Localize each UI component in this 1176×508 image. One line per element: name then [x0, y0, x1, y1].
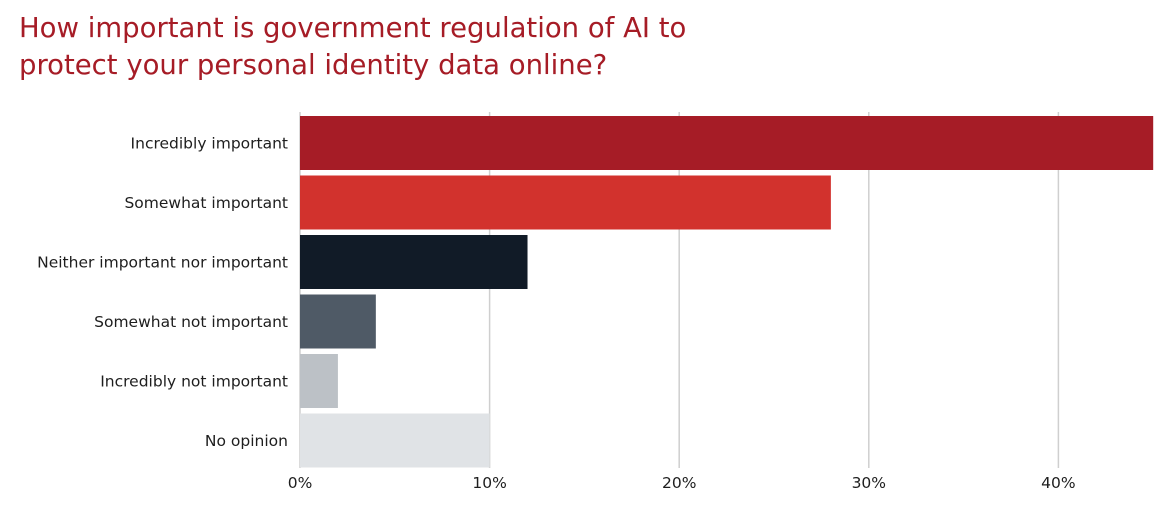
- category-label-4: Incredibly not important: [100, 373, 288, 391]
- bar-0: [300, 116, 1154, 170]
- x-tick-label-0: 0%: [288, 474, 313, 492]
- category-label-3: Somewhat not important: [94, 313, 288, 331]
- bar-4: [300, 354, 338, 408]
- bars: [300, 116, 1154, 468]
- x-tick-label-40: 40%: [1041, 474, 1075, 492]
- x-tick-label-30: 30%: [852, 474, 886, 492]
- chart-title: How important is government regulation o…: [19, 10, 1119, 84]
- category-label-2: Neither important nor important: [37, 254, 288, 272]
- bar-2: [300, 235, 528, 289]
- bar-5: [300, 413, 490, 468]
- gridlines: [299, 112, 1060, 468]
- chart-title-line-2: protect your personal identity data onli…: [19, 49, 608, 81]
- category-label-5: No opinion: [205, 432, 288, 450]
- x-tick-label-10: 10%: [472, 474, 506, 492]
- category-label-0: Incredibly important: [131, 135, 288, 153]
- category-labels: Incredibly important Somewhat important Ne…: [37, 135, 288, 451]
- bar-1: [300, 175, 831, 230]
- bar-3: [300, 294, 376, 349]
- category-label-1: Somewhat important: [124, 194, 288, 212]
- x-axis-tick-labels: 0% 10% 20% 30% 40%: [288, 474, 1076, 492]
- chart-title-line-1: How important is government regulation o…: [19, 12, 687, 44]
- x-tick-label-20: 20%: [662, 474, 696, 492]
